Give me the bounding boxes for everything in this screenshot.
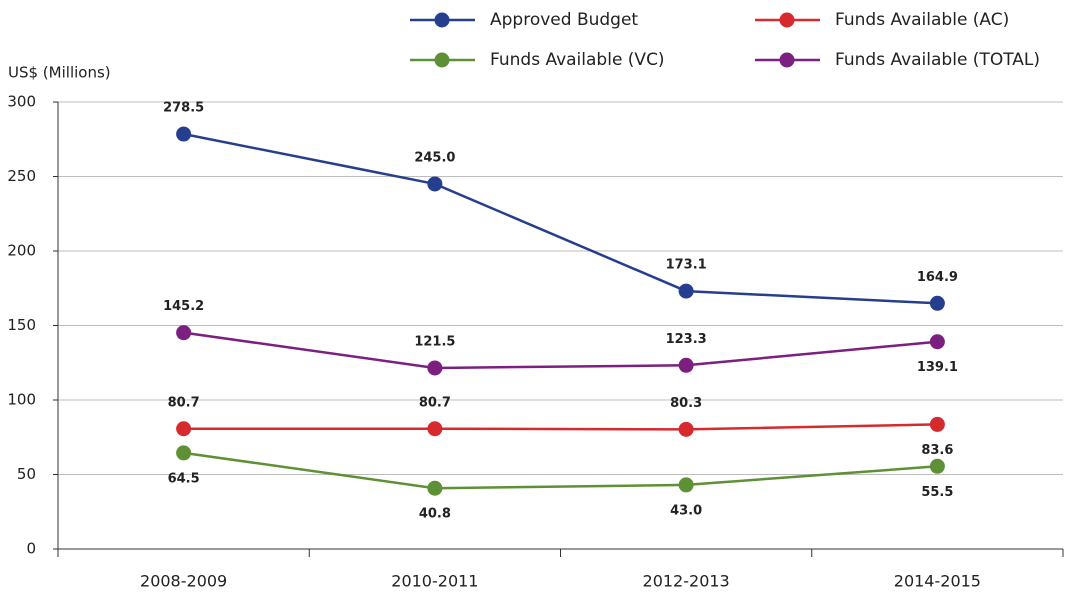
value-label: 55.5 xyxy=(921,485,953,500)
value-label: 145.2 xyxy=(163,299,204,314)
value-label: 83.6 xyxy=(921,443,953,458)
data-point xyxy=(929,334,945,350)
y-tick-label: 50 xyxy=(17,465,36,483)
data-point xyxy=(678,421,694,437)
y-axis-label: US$ (Millions) xyxy=(8,64,111,82)
y-tick-label: 0 xyxy=(26,540,36,558)
legend-marker xyxy=(434,52,450,68)
value-label: 123.3 xyxy=(666,332,707,347)
legend-label: Funds Available (AC) xyxy=(835,10,1009,30)
legend-marker xyxy=(434,12,450,28)
value-label: 173.1 xyxy=(666,258,707,273)
data-point xyxy=(678,477,694,493)
legend-label: Funds Available (TOTAL) xyxy=(835,50,1040,70)
legend-marker xyxy=(779,52,795,68)
x-tick-label: 2014-2015 xyxy=(894,572,981,591)
x-tick-label: 2010-2011 xyxy=(391,572,478,591)
data-point xyxy=(929,295,945,311)
value-label: 139.1 xyxy=(917,360,958,375)
series-line xyxy=(183,331,938,370)
y-tick-label: 250 xyxy=(7,167,36,185)
data-point xyxy=(427,480,443,496)
data-point xyxy=(176,445,192,461)
data-point xyxy=(176,421,192,437)
legend-label: Funds Available (VC) xyxy=(490,50,665,70)
x-tick-label: 2008-2009 xyxy=(140,572,227,591)
y-tick-label: 200 xyxy=(7,242,36,260)
y-tick-label: 300 xyxy=(7,93,36,111)
data-point xyxy=(176,325,192,341)
legend-marker xyxy=(779,12,795,28)
value-label: 43.0 xyxy=(670,503,702,518)
value-label: 40.8 xyxy=(419,507,451,522)
value-label: 80.3 xyxy=(670,396,702,411)
data-point xyxy=(427,360,443,376)
value-label: 278.5 xyxy=(163,101,204,116)
y-tick-label: 100 xyxy=(7,391,36,409)
value-label: 80.7 xyxy=(419,395,451,410)
value-label: 64.5 xyxy=(168,471,200,486)
data-point xyxy=(929,458,945,474)
legend-label: Approved Budget xyxy=(490,10,638,30)
data-point xyxy=(678,357,694,373)
series-line xyxy=(183,132,938,305)
series-line xyxy=(183,423,938,431)
value-label: 164.9 xyxy=(917,270,958,285)
data-point xyxy=(176,126,192,142)
value-label: 121.5 xyxy=(414,334,455,349)
x-tick-label: 2012-2013 xyxy=(643,572,730,591)
data-point xyxy=(678,283,694,299)
series-line xyxy=(183,451,938,490)
value-label: 80.7 xyxy=(168,395,200,410)
value-label: 245.0 xyxy=(414,150,455,165)
y-tick-label: 150 xyxy=(7,316,36,334)
data-point xyxy=(929,416,945,432)
data-point xyxy=(427,421,443,437)
data-point xyxy=(427,176,443,192)
